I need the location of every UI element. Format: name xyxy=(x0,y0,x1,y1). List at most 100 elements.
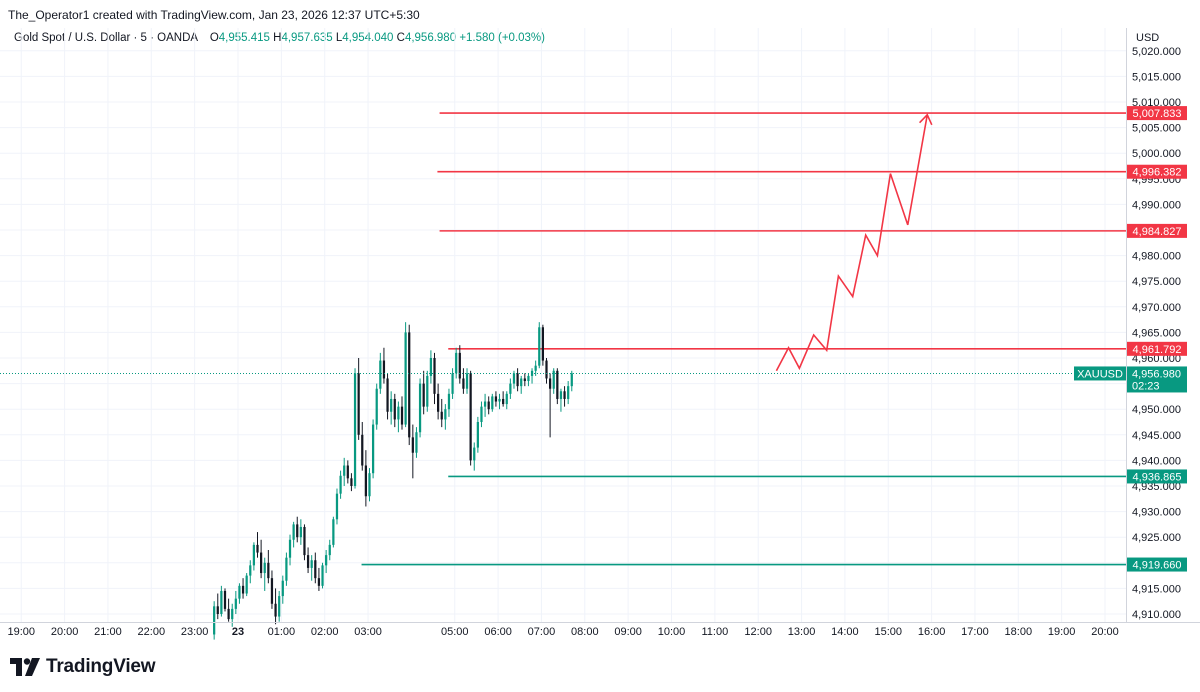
candle-body xyxy=(530,370,534,376)
tradingview-logo-text: TradingView xyxy=(46,656,156,677)
candle-body xyxy=(509,383,512,394)
candle-body xyxy=(570,373,573,387)
symbol-tag-label: XAUUSD xyxy=(1077,368,1123,380)
candlestick xyxy=(213,601,216,640)
candlestick xyxy=(469,370,472,466)
tradingview-logo[interactable]: TradingView xyxy=(10,655,156,679)
candle-body xyxy=(393,398,396,420)
time-tick-label: 19:00 xyxy=(7,626,35,638)
candlestick xyxy=(325,550,328,574)
time-tick-label: 23:00 xyxy=(181,626,209,638)
candlestick xyxy=(317,567,321,591)
candle-body xyxy=(541,327,545,361)
candlestick xyxy=(343,457,346,486)
candlestick xyxy=(353,368,357,489)
high-value: 4,957.635 xyxy=(281,32,333,44)
candle-body xyxy=(559,391,563,399)
candlestick xyxy=(357,358,360,440)
candle-body xyxy=(350,478,353,486)
candlestick xyxy=(429,350,433,384)
candle-body xyxy=(375,388,378,425)
candle-body xyxy=(469,373,472,461)
candlestick xyxy=(545,358,548,384)
candle-body xyxy=(426,375,429,407)
candlestick xyxy=(281,575,284,604)
candle-body xyxy=(386,378,389,412)
level-price-label: 5,007.833 xyxy=(1133,108,1182,120)
candlestick xyxy=(310,555,313,581)
time-tick-label: 20:00 xyxy=(1091,626,1119,638)
candle-body xyxy=(321,565,324,586)
candle-body xyxy=(234,598,237,609)
level-price-label: 4,961.792 xyxy=(1133,344,1182,356)
candlestick xyxy=(299,519,302,545)
candlestick xyxy=(426,370,429,412)
candle-body xyxy=(227,608,230,620)
level-price-label: 4,996.382 xyxy=(1133,167,1182,179)
candlestick xyxy=(422,370,425,415)
price-tick-label: 4,925.000 xyxy=(1132,532,1181,544)
candle-body xyxy=(285,557,288,581)
candle-body xyxy=(220,590,223,614)
candlestick xyxy=(252,542,256,571)
candle-body xyxy=(259,552,263,574)
candlestick xyxy=(548,373,552,438)
close-value: 4,956.980 xyxy=(404,32,457,44)
candle-body xyxy=(556,370,559,399)
candle-body xyxy=(411,437,414,453)
price-tick-label: 5,015.000 xyxy=(1132,71,1181,83)
author-credit: The_Operator1 created with TradingView.c… xyxy=(8,8,420,22)
candlestick xyxy=(346,460,349,484)
candlestick xyxy=(433,352,436,405)
candle-body xyxy=(299,526,302,538)
candle-body xyxy=(213,606,216,635)
price-tick-label: 4,980.000 xyxy=(1132,251,1181,263)
candlestick xyxy=(520,375,523,394)
change-value: +1.580 (+0.03%) xyxy=(459,32,545,44)
candle-body xyxy=(451,373,454,394)
time-tick-label: 17:00 xyxy=(961,626,989,638)
candle-body xyxy=(527,375,530,382)
candlestick xyxy=(451,368,454,399)
projection-path xyxy=(775,113,933,372)
candlestick xyxy=(263,557,266,591)
candlestick xyxy=(375,383,378,430)
candle-body xyxy=(483,401,487,407)
candle-body xyxy=(476,422,479,448)
time-tick-label: 15:00 xyxy=(874,626,902,638)
candlestick xyxy=(303,524,306,561)
candle-body xyxy=(216,606,219,614)
candle-body xyxy=(498,398,501,402)
candle-body xyxy=(415,432,418,453)
candlestick xyxy=(523,373,526,387)
time-tick-label: 22:00 xyxy=(138,626,166,638)
price-tick-label: 4,910.000 xyxy=(1132,609,1181,621)
time-tick-label: 16:00 xyxy=(918,626,946,638)
candle-body xyxy=(400,406,404,425)
candle-body xyxy=(314,560,317,579)
candle-body xyxy=(552,370,555,389)
candlestick xyxy=(444,404,447,430)
candlestick xyxy=(382,347,386,384)
candle-body xyxy=(447,393,451,410)
candlestick xyxy=(476,416,479,453)
candlestick xyxy=(462,368,465,394)
candlestick xyxy=(567,381,570,405)
time-tick-label: 05:00 xyxy=(441,626,469,638)
candle-body xyxy=(404,332,407,425)
time-tick-label: 01:00 xyxy=(268,626,296,638)
candle-body xyxy=(292,524,295,540)
time-tick-label: 19:00 xyxy=(1048,626,1076,638)
candle-body xyxy=(520,378,523,387)
level-price-tag xyxy=(1127,106,1187,121)
time-tick-label: 14:00 xyxy=(831,626,859,638)
candlestick xyxy=(541,324,545,366)
candle-body xyxy=(252,544,256,566)
level-price-labels: 5,007.833 4,996.382 4,984.827 4,961.792 4,93… xyxy=(1127,106,1187,572)
candlestick xyxy=(400,396,404,430)
candlestick xyxy=(314,552,317,584)
price-tick-label: 4,930.000 xyxy=(1132,507,1181,519)
time-tick-label: 03:00 xyxy=(354,626,382,638)
currency-label[interactable]: USD xyxy=(1136,32,1160,44)
